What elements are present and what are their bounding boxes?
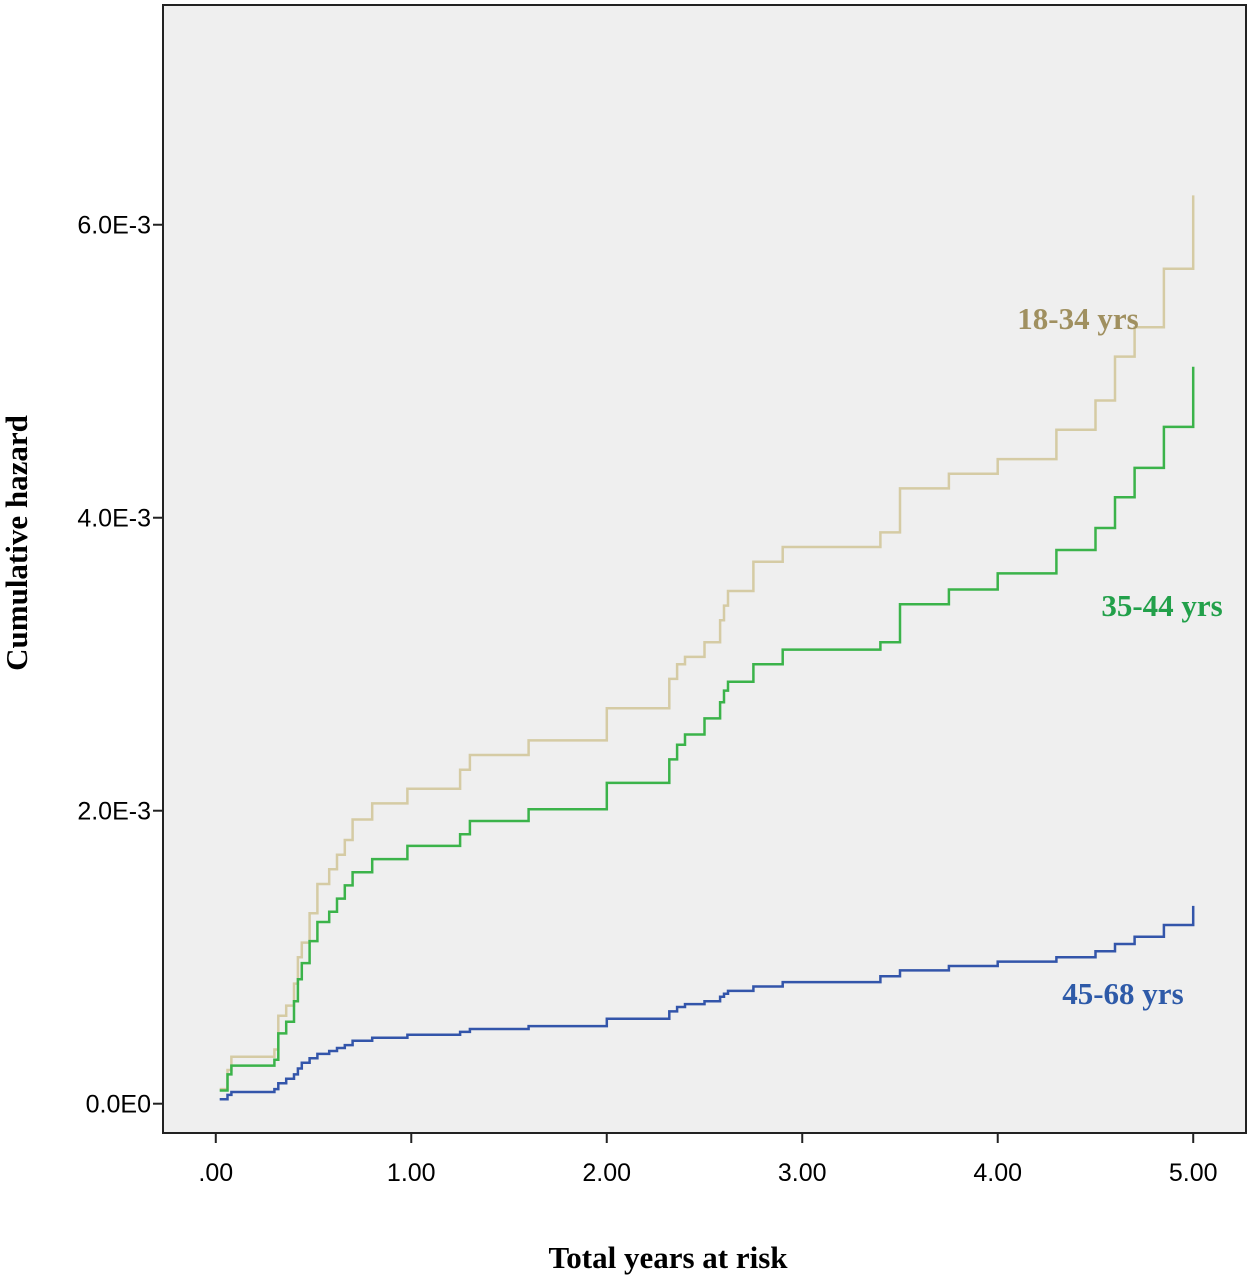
y-tick-label: 6.0E-3 (77, 212, 151, 240)
x-axis-title: Total years at risk (548, 1240, 788, 1275)
series-line-35-44-yrs (219, 366, 1195, 1092)
x-tick-label: 4.00 (973, 1159, 1022, 1187)
x-tick-label: 2.00 (582, 1159, 631, 1187)
series-layer (219, 195, 1195, 1101)
y-axis-title: Cumulative hazard (0, 415, 34, 671)
y-tick-label: 0.0E0 (86, 1091, 151, 1119)
x-tick-label: .00 (198, 1159, 233, 1187)
series-line-45-68-yrs (219, 905, 1195, 1101)
y-tick-label: 2.0E-3 (77, 798, 151, 826)
x-tick-label: 5.00 (1169, 1159, 1218, 1187)
series-label-35-44-yrs: 35-44 yrs (1101, 588, 1222, 623)
y-tick-label: 4.0E-3 (77, 505, 151, 533)
series-label-45-68-yrs: 45-68 yrs (1062, 976, 1183, 1011)
series-label-18-34-yrs: 18-34 yrs (1017, 301, 1138, 336)
x-tick-label: 3.00 (778, 1159, 827, 1187)
plot-background (162, 4, 1247, 1134)
x-tick-label: 1.00 (387, 1159, 436, 1187)
label-layer: 18-34 yrs 35-44 yrs 45-68 yrs (1017, 301, 1222, 1011)
axis-layer: .00 1.00 2.00 3.00 4.00 5.00 0.0E0 2.0E-3 4.0E-3… (77, 212, 1217, 1187)
